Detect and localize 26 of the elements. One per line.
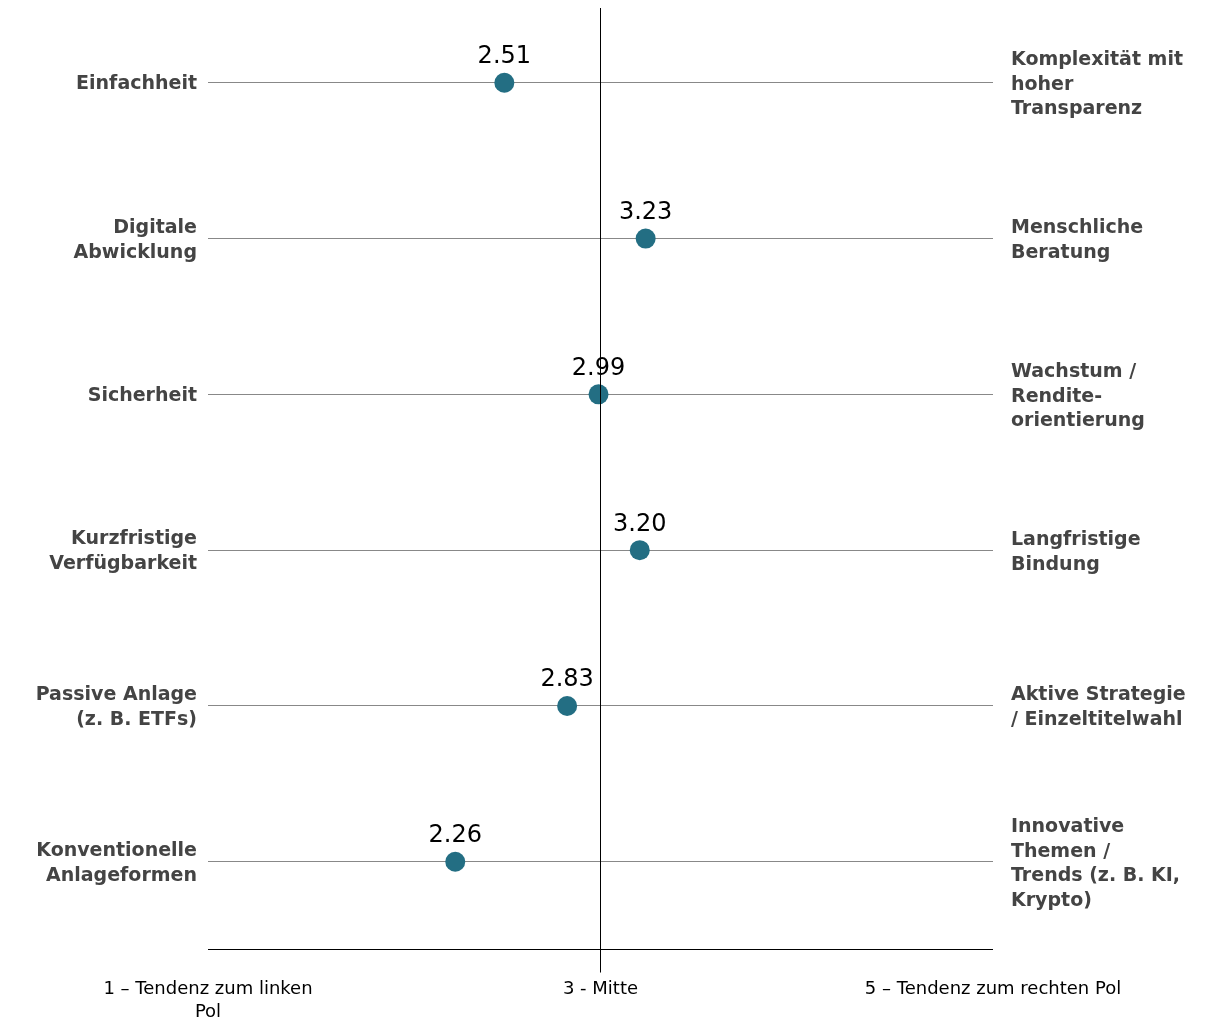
y-tick-label: Einfachheit: [76, 71, 197, 94]
y2-tick-label: Menschliche Beratung: [1011, 215, 1144, 262]
data-label: 2.51: [477, 41, 532, 70]
y2-tick-label: Komplexität mit hoher Transparenz: [1011, 47, 1184, 119]
y-tick-label: Kurzfristige Verfügbarkeit: [49, 526, 197, 574]
x-tick-label: 1 – Tendenz zum linken Pol: [103, 976, 313, 1021]
data-label: 2.26: [428, 820, 482, 849]
y-tick-label: Sicherheit: [87, 383, 197, 406]
point: [445, 851, 466, 872]
y2-tick-label: Aktive Strategie / Einzeltitelwahl: [1011, 682, 1186, 729]
point: [557, 695, 578, 716]
y-tick-label: Digitale Abwicklung: [73, 214, 197, 262]
y2-tick-label: Innovative Themen / Trends (z. B. KI, Krypto): [1011, 814, 1181, 911]
data-label: 2.83: [540, 664, 594, 693]
point: [635, 228, 656, 249]
data-label: 3.20: [613, 508, 667, 537]
y-tick-label: Konventionelle Anlageformen: [36, 838, 197, 885]
x-tick-label: 3 - Mitte: [562, 976, 639, 998]
point: [629, 540, 650, 561]
y2-tick-label: Langfristige Bindung: [1011, 527, 1141, 574]
x-tick-label: 5 – Tendenz zum rechten Pol: [864, 976, 1122, 998]
y2-tick-label: Wachstum / Rendite- orientierung: [1011, 359, 1145, 431]
y-tick-label: Passive Anlage (z. B. ETFs): [35, 682, 197, 729]
point: [588, 384, 609, 405]
data-label: 3.23: [618, 197, 673, 226]
point: [494, 72, 515, 93]
